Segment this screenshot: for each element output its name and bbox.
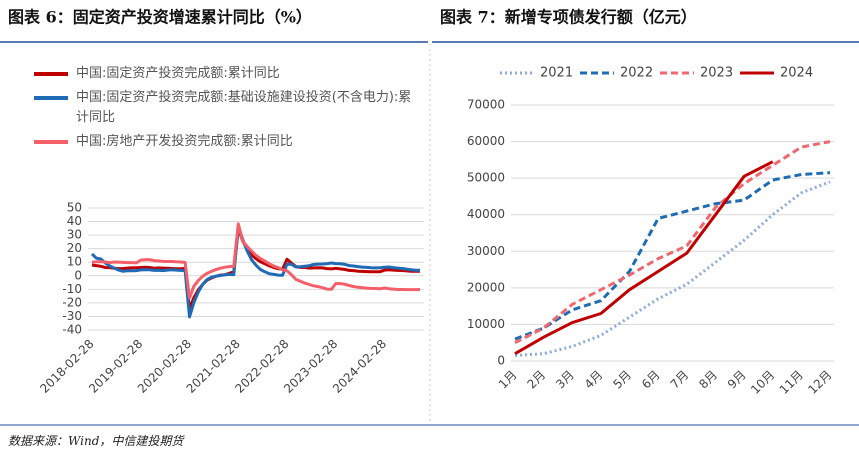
series-line <box>514 171 831 341</box>
legend-swatch <box>34 96 68 100</box>
x-tick-label: 4月 <box>582 368 606 392</box>
y-tick-label: 20 <box>67 241 82 255</box>
series-line <box>91 222 421 300</box>
legend-label: 2022 <box>620 66 653 81</box>
x-tick-label: 11月 <box>777 368 806 397</box>
y-tick-label: 10000 <box>467 317 505 331</box>
x-tick-label: 8月 <box>696 368 720 392</box>
x-tick-label: 2月 <box>524 368 548 392</box>
chart-title: 图表 6：固定资产投资增速累计同比（%） <box>8 8 312 27</box>
legend-label: 2024 <box>780 66 813 81</box>
y-tick-label: 50 <box>67 201 82 215</box>
x-tick-label: 1月 <box>496 368 520 392</box>
x-tick-label: 10月 <box>748 368 777 397</box>
y-tick-label: 0 <box>497 354 505 368</box>
x-tick-label: 7月 <box>668 368 692 392</box>
y-tick-label: 50000 <box>467 171 505 185</box>
series-line <box>90 224 420 319</box>
legend-swatch <box>34 140 68 144</box>
series-line <box>514 140 831 345</box>
legend: 中国:固定资产投资完成额:累计同比中国:固定资产投资完成额:基础设施建设投资(不… <box>34 64 424 156</box>
y-tick-label: 20000 <box>467 280 505 294</box>
y-tick-label: 0 <box>74 268 82 282</box>
series-line <box>514 160 774 355</box>
y-tick-label: 60000 <box>467 134 505 148</box>
series-line <box>514 180 831 357</box>
y-tick-label: -20 <box>62 295 82 309</box>
legend-swatch <box>34 72 68 76</box>
x-tick-label: 12月 <box>805 368 834 397</box>
legend-label: 中国:房地产开发投资完成额:累计同比 <box>76 134 293 149</box>
chart-title: 图表 7：新增专项债发行额（亿元） <box>440 8 697 27</box>
y-tick-label: 70000 <box>467 98 505 112</box>
x-tick-label: 6月 <box>639 368 663 392</box>
y-tick-label: -40 <box>62 323 82 337</box>
y-tick-label: 40 <box>67 214 82 228</box>
y-tick-label: 10 <box>67 255 82 269</box>
y-tick-label: 30 <box>67 228 82 242</box>
x-tick-label: 9月 <box>725 368 749 392</box>
legend-label: 2021 <box>540 66 573 81</box>
y-tick-label: -30 <box>62 309 82 323</box>
legend-label: 中国:固定资产投资完成额:基础设施建设投资(不含电力):累计同比 <box>76 90 412 125</box>
series-line <box>91 226 420 311</box>
source: 数据来源：Wind，中信建投期货 <box>8 434 184 448</box>
y-tick-label: -10 <box>62 282 82 296</box>
legend-label: 中国:固定资产投资完成额:累计同比 <box>76 66 280 81</box>
x-tick-label: 5月 <box>610 368 634 392</box>
legend-item: 中国:房地产开发投资完成额:累计同比 <box>34 132 424 152</box>
legend-item: 中国:固定资产投资完成额:累计同比 <box>34 64 424 84</box>
x-tick-label: 3月 <box>553 368 577 392</box>
y-tick-label: 30000 <box>467 244 505 258</box>
legend-item: 中国:固定资产投资完成额:基础设施建设投资(不含电力):累计同比 <box>34 88 424 128</box>
y-tick-label: 40000 <box>467 207 505 221</box>
legend-label: 2023 <box>700 66 733 81</box>
